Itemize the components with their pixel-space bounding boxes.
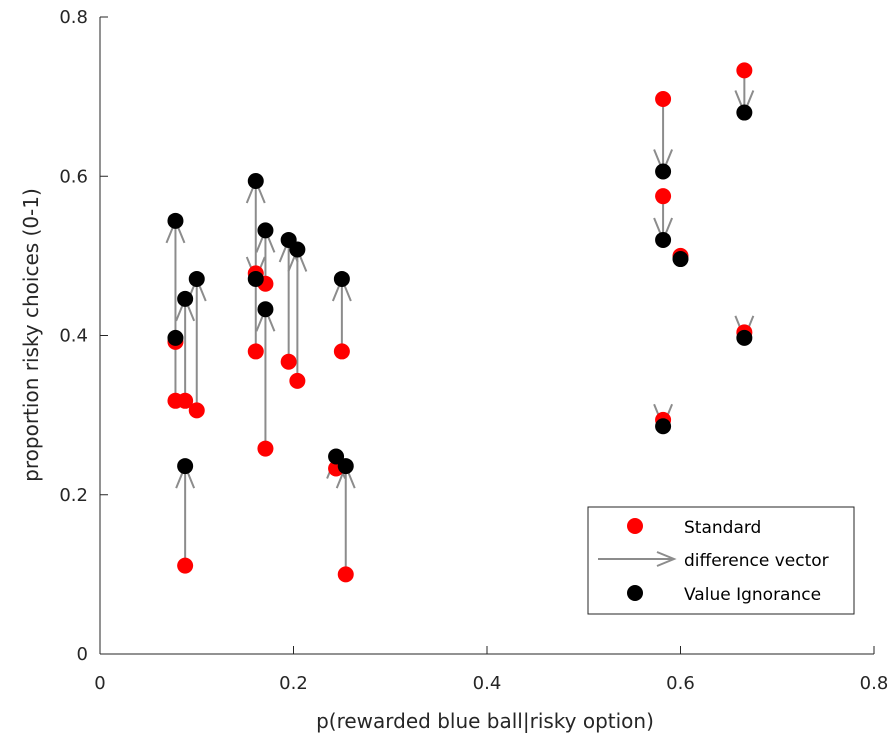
value-ignorance-point [167, 212, 184, 229]
difference-vector [331, 276, 352, 352]
x-tick-label: 0.2 [279, 673, 308, 694]
standard-point [177, 392, 194, 409]
value-ignorance-point [188, 270, 205, 287]
value-ignorance-point [655, 163, 672, 180]
standard-point [333, 343, 350, 360]
value-ignorance-point [672, 251, 689, 268]
value-ignorance-point [655, 418, 672, 435]
y-tick-label: 0 [77, 644, 88, 665]
legend-standard-marker [627, 518, 643, 534]
x-tick-label: 0.8 [860, 673, 888, 694]
value-ignorance-point [736, 104, 753, 121]
difference-vector [255, 306, 276, 449]
value-ignorance-point [257, 222, 274, 239]
difference-vector [335, 463, 356, 575]
x-axis-title: p(rewarded blue ball|risky option) [316, 709, 654, 733]
value-ignorance-point [337, 458, 354, 475]
standard-point [655, 188, 672, 205]
standard-point [188, 402, 205, 419]
value-ignorance-point [177, 290, 194, 307]
legend-ignorance-marker [627, 585, 643, 601]
difference-vector [165, 218, 186, 401]
value-ignorance-point [289, 241, 306, 258]
difference-vector [278, 237, 299, 362]
difference-vector [653, 99, 674, 175]
plot-area: 0 0.2 0.4 0.6 0.8 0 0.2 0.4 0.6 0.8 [59, 7, 888, 694]
value-ignorance-point [655, 231, 672, 248]
y-tick-label: 0.8 [59, 7, 88, 28]
y-tick-label: 0.4 [59, 326, 88, 347]
difference-vector [175, 296, 196, 401]
legend-arrow-head [656, 551, 677, 567]
legend-ignorance-label: Value Ignorance [684, 585, 821, 605]
value-ignorance-point [333, 270, 350, 287]
difference-vector [175, 463, 196, 566]
standard-point [289, 372, 306, 389]
value-ignorance-point [257, 301, 274, 318]
standard-point [257, 440, 274, 457]
standard-point [280, 353, 297, 370]
standard-point [337, 566, 354, 583]
x-tick-label: 0.4 [473, 673, 502, 694]
standard-point [247, 343, 264, 360]
y-axis-title: proportion risky choices (0-1) [19, 188, 43, 482]
x-tick-label: 0 [94, 673, 105, 694]
value-ignorance-point [736, 329, 753, 346]
value-ignorance-point [247, 270, 264, 287]
y-tick-label: 0.6 [59, 166, 88, 187]
x-tick-label: 0.6 [666, 673, 695, 694]
value-ignorance-point [247, 173, 264, 190]
standard-point [177, 557, 194, 574]
legend: Standard difference vector Value Ignoran… [587, 506, 855, 615]
legend-standard-label: Standard [684, 518, 761, 538]
value-ignorance-point [177, 458, 194, 475]
legend-difference-label: difference vector [684, 551, 829, 571]
standard-point [736, 62, 753, 79]
y-tick-label: 0.2 [59, 485, 88, 506]
value-ignorance-point [167, 329, 184, 346]
standard-point [655, 91, 672, 108]
